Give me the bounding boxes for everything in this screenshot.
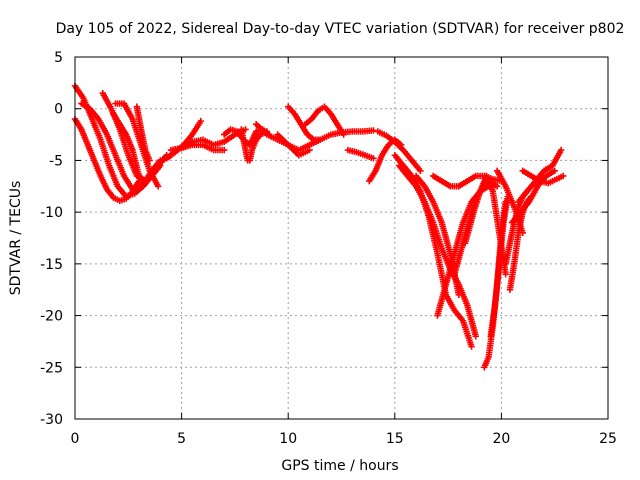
chart-title: Day 105 of 2022, Sidereal Day-to-day VTE… [56,21,625,37]
x-axis-ticks: 0 5 10 15 20 25 [71,57,617,447]
plus-marker [146,157,153,164]
series-arc-o [285,103,324,143]
plus-marker [455,291,462,299]
plus-marker [472,333,480,340]
plus-marker [370,127,377,134]
plus-marker [493,183,501,190]
series-arc-s [366,136,405,185]
plus-marker [417,167,424,174]
x-tick-label-4: 20 [492,431,510,447]
y-tick-label-1: -25 [40,360,63,376]
y-tick-label-7: 5 [54,50,63,66]
series-arc-x [429,172,505,190]
grid-lines [75,57,608,419]
y-tick-label-6: 0 [54,102,63,118]
series-arc-r [344,146,377,162]
plus-marker [157,157,164,164]
series-arc-af [508,167,558,226]
y-tick-label-2: -20 [40,309,63,325]
series-arc-ac [487,193,511,340]
plus-marker [468,343,475,350]
x-tick-label-2: 10 [279,431,297,447]
data-markers [71,82,567,371]
x-tick-label-5: 25 [599,431,617,447]
series-arc-ah [519,167,567,187]
plus-marker [502,271,509,278]
series-arc-g [133,103,153,164]
plus-marker [197,117,204,125]
plus-marker [557,146,565,154]
x-tick-label-3: 15 [386,431,404,447]
plus-marker [154,183,162,190]
x-tick-label-1: 5 [177,431,186,447]
plus-marker [519,229,526,237]
y-tick-label-5: -5 [49,153,63,169]
series-arc-t [374,128,424,174]
plus-marker [221,146,228,154]
y-axis-ticks: -30 -25 -20 -15 -10 -5 0 5 [40,50,608,428]
plus-marker [551,167,558,174]
series-arc-v [395,162,480,340]
series-arc-j [178,126,249,152]
y-tick-label-3: -15 [40,257,63,273]
y-axis-label: SDTVAR / TECUs [8,181,24,296]
y-tick-label-0: -30 [40,412,63,428]
series-arc-ai [493,167,526,237]
series-arc-ag [515,146,565,205]
plus-marker [560,172,567,180]
plus-marker [370,155,377,162]
series-arc-e [110,110,164,185]
plot-frame [74,56,609,420]
x-tick-label-0: 0 [71,431,80,447]
y-tick-label-4: -10 [40,205,63,221]
x-axis-label: GPS time / hours [281,458,398,474]
series-arc-q [306,127,377,149]
